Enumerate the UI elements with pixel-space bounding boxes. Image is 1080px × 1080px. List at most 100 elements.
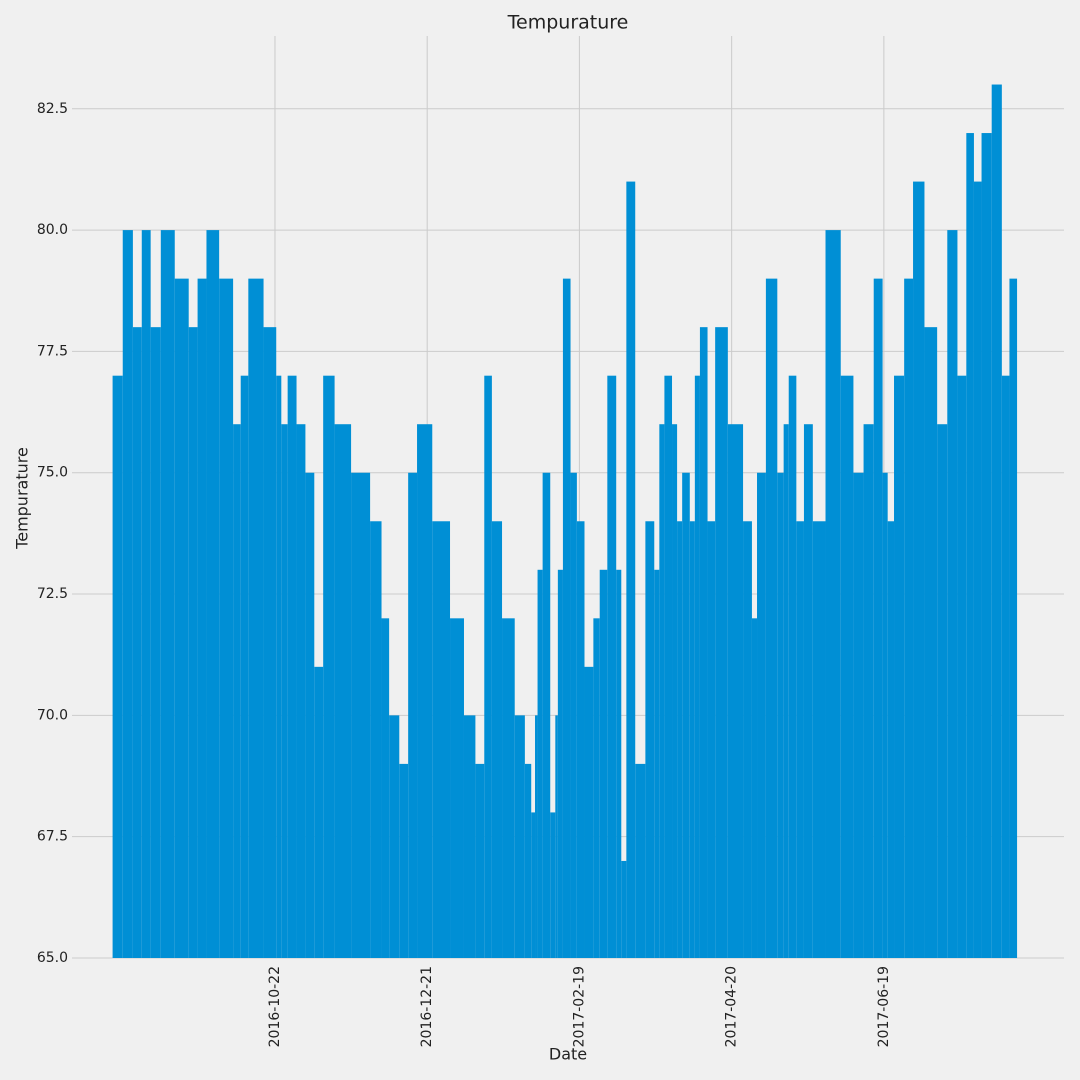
bar (132, 327, 142, 958)
y-tick-label: 77.5 (37, 343, 68, 359)
bar (197, 278, 207, 958)
bar (150, 327, 161, 958)
bar (314, 666, 324, 958)
y-axis-label: Tempurature (13, 447, 32, 550)
bar (788, 375, 797, 958)
bar (531, 812, 536, 958)
bar (812, 521, 826, 958)
bar (570, 472, 577, 958)
bar (432, 521, 451, 958)
bar (584, 666, 594, 958)
x-tick-label: 2017-04-20 (724, 966, 740, 1047)
bar (1001, 375, 1010, 958)
bar (699, 327, 708, 958)
y-tick-label: 80.0 (37, 222, 68, 238)
bar (555, 715, 558, 958)
bar (863, 424, 874, 958)
bar (160, 230, 175, 958)
y-tick-label: 67.5 (37, 829, 68, 845)
x-tick-label: 2017-02-19 (571, 966, 587, 1047)
bar (408, 472, 418, 958)
bar (743, 521, 752, 958)
bar (621, 860, 627, 958)
bar (664, 375, 673, 958)
x-axis-label: Date (549, 1045, 587, 1064)
chart-title: Tempurature (507, 12, 629, 34)
bar (689, 521, 695, 958)
bar (334, 424, 352, 958)
bar (463, 715, 476, 958)
bar (219, 278, 234, 958)
bar (248, 278, 264, 958)
bar (593, 618, 600, 958)
bar (947, 230, 958, 958)
bar (659, 424, 665, 958)
bar (682, 472, 690, 958)
bar (840, 375, 854, 958)
bar (323, 375, 335, 958)
x-tick-label: 2017-06-19 (876, 966, 892, 1047)
bar (576, 521, 585, 958)
bar (381, 618, 390, 958)
bar (887, 521, 895, 958)
y-tick-label: 75.0 (37, 465, 68, 481)
bar (112, 375, 123, 958)
bar (645, 521, 655, 958)
bar (535, 715, 538, 958)
bar (305, 472, 315, 958)
bar (873, 278, 883, 958)
bar (122, 230, 133, 958)
bar (450, 618, 464, 958)
bar (757, 472, 766, 958)
bar (616, 569, 622, 958)
bar (276, 375, 282, 958)
bar (206, 230, 220, 958)
bar (751, 618, 758, 958)
bar (777, 472, 784, 958)
bar (973, 181, 982, 958)
bar (1009, 278, 1018, 958)
bar (694, 375, 700, 958)
bar (981, 133, 992, 959)
y-tick-label: 72.5 (37, 586, 68, 602)
bar (141, 230, 151, 958)
bar (796, 521, 804, 958)
y-tick-label: 65.0 (37, 950, 68, 966)
bar (853, 472, 864, 958)
bar (514, 715, 525, 958)
bar (562, 278, 571, 958)
y-tick-label: 82.5 (37, 101, 68, 117)
bar (707, 521, 716, 958)
bar (904, 278, 914, 958)
bar (783, 424, 789, 958)
bar (524, 763, 532, 958)
bar (957, 375, 967, 958)
bar (966, 133, 974, 959)
x-tick-label: 2016-12-21 (419, 966, 435, 1047)
bar (607, 375, 617, 958)
bar (174, 278, 189, 958)
bar (765, 278, 778, 958)
bar (399, 763, 409, 958)
bar (389, 715, 400, 958)
bar (537, 569, 543, 958)
bar (351, 472, 371, 958)
x-tick-label: 2016-10-22 (267, 966, 283, 1047)
bar (677, 521, 683, 958)
bar (491, 521, 503, 958)
bar (370, 521, 382, 958)
bar (991, 84, 1002, 959)
bar (626, 181, 636, 958)
bar (287, 375, 297, 958)
bar (803, 424, 813, 958)
bar (263, 327, 277, 958)
bar (913, 181, 925, 958)
bar (417, 424, 433, 958)
bar (825, 230, 841, 958)
bar (550, 812, 556, 958)
bar (937, 424, 948, 958)
bar (484, 375, 492, 958)
bar (542, 472, 551, 958)
bar (233, 424, 241, 958)
